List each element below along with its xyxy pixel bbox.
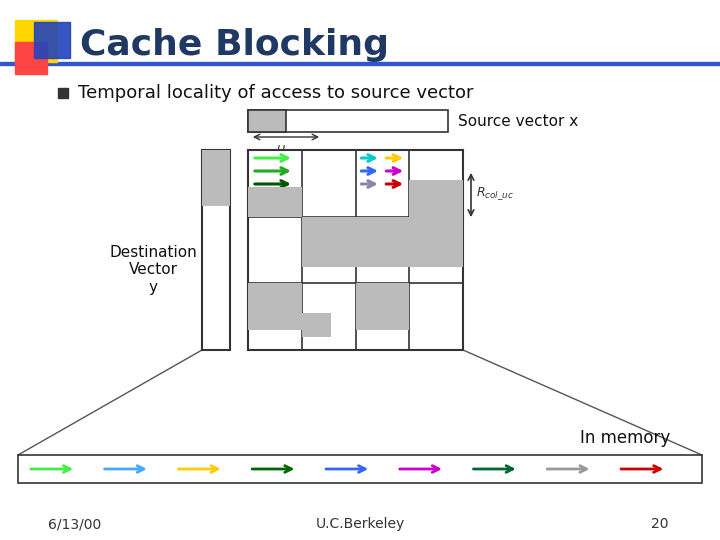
Bar xyxy=(409,217,463,267)
Text: $U_{cx}$: $U_{cx}$ xyxy=(276,143,295,157)
Text: $R_{col\_uc}$: $R_{col\_uc}$ xyxy=(476,185,514,202)
Text: In memory: In memory xyxy=(580,429,670,447)
Bar xyxy=(302,313,331,336)
Text: Cache Blocking: Cache Blocking xyxy=(80,28,389,62)
Bar xyxy=(34,22,70,58)
Bar xyxy=(248,284,302,330)
Bar xyxy=(248,187,302,217)
Bar xyxy=(356,284,409,330)
Text: Temporal locality of access to source vector: Temporal locality of access to source ve… xyxy=(78,84,474,102)
Bar xyxy=(58,88,68,98)
Text: Source vector x: Source vector x xyxy=(458,113,578,129)
Text: U.C.Berkeley: U.C.Berkeley xyxy=(315,517,405,531)
Bar xyxy=(202,150,230,350)
Bar xyxy=(0,62,720,64)
Text: 6/13/00: 6/13/00 xyxy=(48,517,102,531)
Bar xyxy=(248,110,448,132)
Bar xyxy=(15,42,47,74)
Bar xyxy=(248,110,286,132)
Bar xyxy=(302,217,356,267)
Bar xyxy=(248,150,463,350)
Text: Destination
Vector
y: Destination Vector y xyxy=(109,245,197,295)
Bar xyxy=(409,180,463,217)
Bar xyxy=(15,20,57,62)
Bar xyxy=(18,455,702,483)
Text: 20: 20 xyxy=(652,517,669,531)
Bar xyxy=(202,150,230,206)
Bar xyxy=(356,217,409,267)
